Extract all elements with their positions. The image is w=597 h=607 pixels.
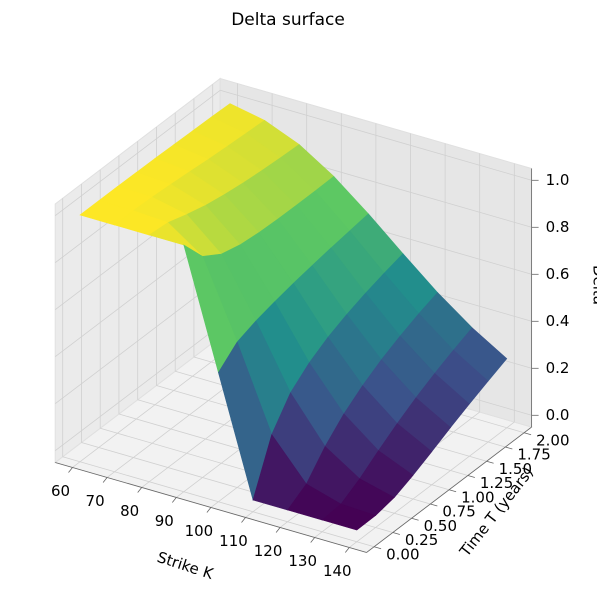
y-tick [373,546,382,550]
x-tick-label: 60 [51,482,70,500]
grid-line [54,277,221,405]
y-tick-label: 0.25 [405,531,438,549]
x-tick-label: 100 [185,522,214,540]
z-tick-label: 0.2 [546,359,570,377]
grid-line [220,89,532,181]
z-tick-label: 0.4 [546,312,570,330]
grid-line [62,456,375,548]
y-tick [505,446,513,450]
x-tick [275,527,281,533]
z-tick-label: 0.6 [546,265,570,283]
y-tick-label: 0.50 [424,517,457,535]
y-tick [523,432,532,436]
y-tick-label: 1.75 [517,446,550,464]
y-tick-label: 2.00 [536,431,569,449]
y-tick [392,532,400,535]
x-tick-label: 110 [219,532,248,550]
x-tick-label: 120 [254,542,283,560]
grid-line [54,324,221,452]
z-tick-label: 0.0 [546,406,570,424]
x-tick [171,497,177,503]
y-tick [411,517,419,521]
x-tick [68,467,73,473]
x-tick [344,547,350,553]
y-tick [467,475,475,478]
x-tick [102,477,108,483]
z-tick-label: 0.8 [546,218,570,236]
y-tick-label: 1.50 [499,460,532,478]
x-tick [241,517,246,523]
z-tick-label: 1.0 [546,171,570,189]
grid-line [54,89,221,217]
x-tick-label: 80 [120,502,139,520]
x-tick [137,487,143,493]
y-tick-label: 0.00 [386,545,419,563]
y-tick-label: 1.00 [461,488,494,506]
x-tick [310,537,316,543]
y-tick-label: 1.25 [480,474,513,492]
y-tick [430,503,438,507]
x-tick [206,507,212,513]
surface-cell [321,503,377,531]
y-tick [448,489,457,493]
x-axis-label: Strike K [155,548,217,583]
x-tick-label: 130 [288,552,317,570]
y-tick [486,460,494,464]
x-tick-label: 90 [155,512,174,530]
x-tick-label: 70 [86,492,105,510]
y-axis [366,426,532,553]
y-tick-label: 0.75 [442,503,475,521]
x-tick-label: 140 [323,562,352,580]
z-axis-label: Delta [590,265,597,305]
chart-title: Delta surface [231,10,345,30]
